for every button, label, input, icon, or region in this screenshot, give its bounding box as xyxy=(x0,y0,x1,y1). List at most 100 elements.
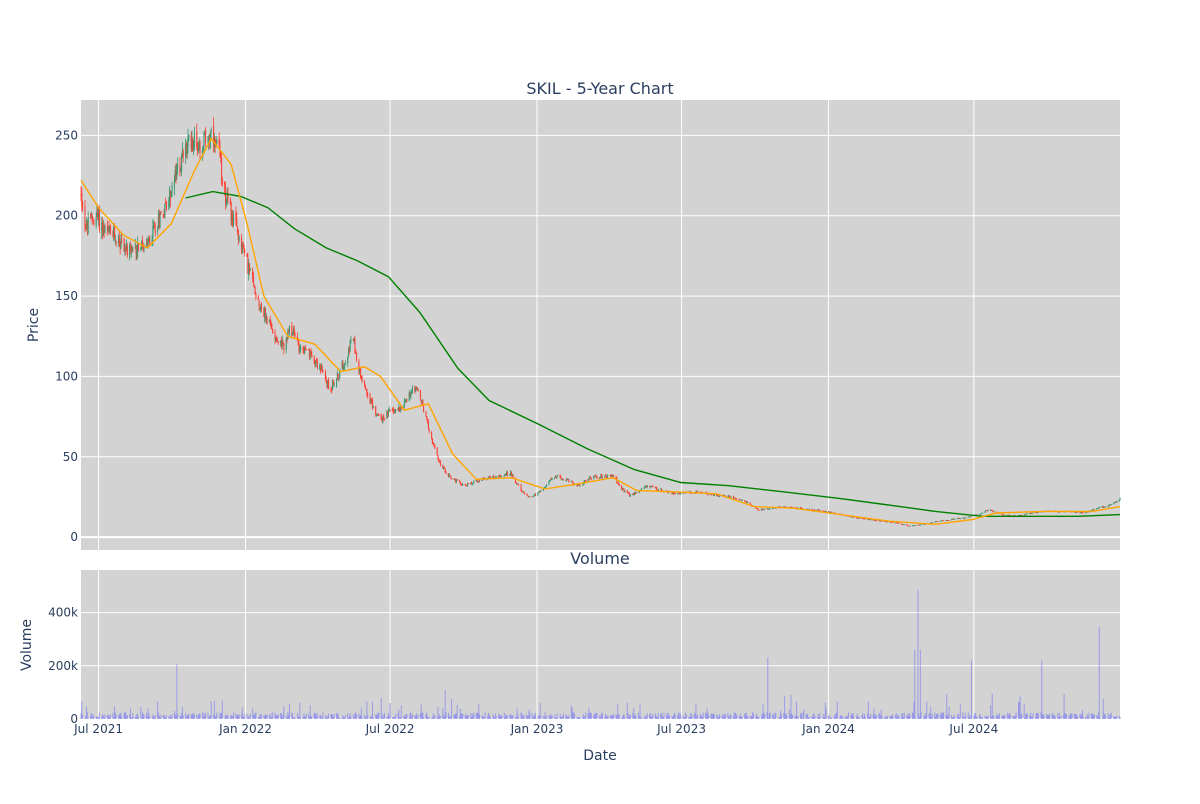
volume-bar xyxy=(98,717,100,719)
volume-bar xyxy=(506,715,508,719)
volume-bar xyxy=(769,712,771,719)
volume-bar xyxy=(594,714,596,719)
candle-body xyxy=(113,227,116,240)
candle-body xyxy=(550,478,552,480)
volume-bar xyxy=(786,716,788,719)
volume-bar xyxy=(209,715,211,719)
volume-bar xyxy=(1062,714,1064,719)
volume-bar xyxy=(1116,715,1118,719)
volume-bar xyxy=(638,716,640,719)
volume-bar xyxy=(1002,714,1004,719)
candle-body xyxy=(157,228,159,232)
volume-bar xyxy=(554,714,556,719)
candle-body xyxy=(1026,513,1028,515)
volume-bar xyxy=(1065,713,1067,719)
volume-bar xyxy=(780,710,782,719)
volume-bar xyxy=(590,712,592,719)
candle-body xyxy=(472,482,474,485)
candle-body xyxy=(797,507,799,509)
volume-bar xyxy=(930,706,932,719)
volume-bar xyxy=(772,715,774,719)
candle-body xyxy=(164,203,166,218)
candle-body xyxy=(941,520,943,522)
volume-bar xyxy=(288,714,290,719)
volume-bar xyxy=(398,709,400,719)
volume-bar xyxy=(529,712,531,719)
candle-body xyxy=(431,438,433,444)
volume-bar xyxy=(220,714,222,719)
candle-body xyxy=(863,518,865,520)
candle-body xyxy=(169,189,171,202)
chart-title: SKIL - 5-Year Chart xyxy=(526,79,673,98)
volume-bar xyxy=(237,715,239,719)
volume-bar xyxy=(621,717,623,719)
candle-body xyxy=(324,372,326,378)
candle-body xyxy=(800,507,802,509)
volume-bar xyxy=(542,715,544,719)
volume-bar xyxy=(796,716,798,719)
volume-bar xyxy=(990,716,992,719)
volume-bar xyxy=(235,713,237,719)
candle-body xyxy=(129,245,131,258)
volume-bar xyxy=(562,715,564,719)
volume-bar xyxy=(774,713,776,719)
candle-body xyxy=(615,476,617,479)
candle-body xyxy=(325,377,327,381)
volume-bar xyxy=(399,716,401,719)
candle-body xyxy=(959,518,961,520)
candle-body xyxy=(260,304,263,310)
candle-body xyxy=(406,400,408,402)
candle-body xyxy=(800,507,802,509)
candle-body xyxy=(303,347,305,354)
candle-body xyxy=(118,238,120,245)
candle-body xyxy=(248,263,251,272)
volume-bar xyxy=(123,713,125,719)
volume-bar xyxy=(839,717,841,719)
candle-body xyxy=(253,284,255,288)
volume-bar xyxy=(587,713,589,719)
volume-bar xyxy=(141,717,143,719)
candle-body xyxy=(125,248,127,251)
candle-body xyxy=(158,215,160,227)
volume-bar xyxy=(381,716,383,719)
volume-bar xyxy=(1108,717,1110,719)
candle-body xyxy=(465,485,467,486)
candle-body xyxy=(1090,509,1092,511)
volume-bar xyxy=(869,716,871,719)
volume-bar xyxy=(182,715,184,719)
volume-bar xyxy=(249,714,251,719)
volume-bar xyxy=(1085,716,1087,719)
candle-body xyxy=(431,432,433,438)
candle-body xyxy=(308,352,310,358)
candle-body xyxy=(717,495,719,497)
candle-body xyxy=(459,481,461,484)
volume-bar xyxy=(997,715,999,719)
candle-body xyxy=(677,493,679,495)
volume-bar xyxy=(695,704,697,719)
volume-plot-area xyxy=(81,570,1120,719)
candle-body xyxy=(952,518,954,520)
volume-bar xyxy=(666,712,668,719)
candle-body xyxy=(716,493,718,496)
volume-bar xyxy=(241,713,243,719)
candle-body xyxy=(153,226,155,228)
candle-body xyxy=(226,194,228,204)
volume-bar xyxy=(253,714,255,719)
candle-body xyxy=(956,518,958,520)
candle-body xyxy=(911,525,913,527)
price-grid xyxy=(81,100,1120,550)
volume-bar xyxy=(611,715,613,719)
candle-body xyxy=(381,420,383,423)
volume-bar xyxy=(1023,704,1025,719)
volume-bar xyxy=(817,713,819,719)
volume-bar xyxy=(174,713,176,719)
candle-body xyxy=(420,400,422,403)
candle-body xyxy=(534,493,536,496)
candle-body xyxy=(1006,514,1008,516)
candle-body xyxy=(236,219,238,227)
volume-bar xyxy=(651,716,653,719)
candle-body xyxy=(292,328,294,334)
volume-bar xyxy=(126,715,128,719)
candle-body xyxy=(891,522,893,523)
volume-bar xyxy=(1064,713,1066,719)
